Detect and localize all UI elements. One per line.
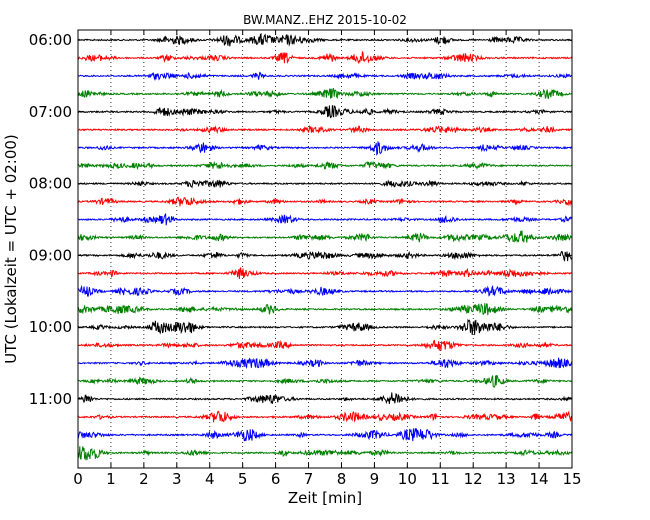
seismic-trace xyxy=(77,392,572,405)
seismic-trace xyxy=(77,410,573,423)
x-tick-label: 4 xyxy=(205,470,215,488)
y-tick-label: 07:00 xyxy=(29,103,72,121)
seismic-trace xyxy=(77,303,573,316)
seismic-trace xyxy=(77,141,573,156)
seismic-trace xyxy=(77,71,573,82)
x-tick-label: 1 xyxy=(106,470,116,488)
seismic-trace xyxy=(77,339,572,351)
x-tick-label: 7 xyxy=(304,470,314,488)
seismic-trace xyxy=(77,374,573,388)
x-tick-label: 3 xyxy=(172,470,182,488)
x-tick-label: 0 xyxy=(73,470,83,488)
seismic-trace xyxy=(77,160,573,171)
seismic-trace xyxy=(77,318,573,335)
x-tick-label: 6 xyxy=(271,470,281,488)
x-tick-label: 14 xyxy=(530,470,549,488)
x-tick-label: 15 xyxy=(562,470,581,488)
y-axis: 06:00 07:00 08:00 09:00 10:00 11:00 xyxy=(29,31,572,408)
seismic-trace xyxy=(77,250,572,262)
seismic-trace xyxy=(77,196,573,207)
y-tick-label: 10:00 xyxy=(29,318,72,336)
seismic-trace xyxy=(77,87,573,99)
y-tick-label: 09:00 xyxy=(29,246,72,264)
seismic-trace xyxy=(77,105,573,119)
chart-title: BW.MANZ..EHZ 2015-10-02 xyxy=(243,13,407,27)
plot-frame xyxy=(77,29,573,469)
seismic-trace xyxy=(77,51,573,65)
seismic-traces xyxy=(77,32,573,461)
seismic-trace xyxy=(77,213,573,226)
seismic-trace xyxy=(77,179,572,189)
seismic-trace xyxy=(77,32,573,47)
x-tick-label: 11 xyxy=(431,470,450,488)
seismic-trace xyxy=(77,446,573,461)
seismic-trace xyxy=(77,357,573,370)
x-tick-label: 2 xyxy=(139,470,149,488)
seismic-trace xyxy=(77,267,573,280)
x-axis: 0 1 2 3 4 5 6 7 8 9 10 11 12 13 14 15 xyxy=(73,30,582,488)
x-tick-label: 9 xyxy=(370,470,380,488)
y-tick-label: 06:00 xyxy=(29,31,72,49)
seismic-trace xyxy=(77,428,573,442)
seismic-trace xyxy=(77,230,573,243)
seismic-trace xyxy=(77,284,573,297)
x-tick-label: 12 xyxy=(464,470,483,488)
y-tick-label: 11:00 xyxy=(29,390,72,408)
y-tick-label: 08:00 xyxy=(29,175,72,193)
x-tick-label: 8 xyxy=(337,470,347,488)
x-tick-label: 10 xyxy=(398,470,417,488)
x-axis-label: Zeit [min] xyxy=(288,489,362,507)
x-tick-label: 5 xyxy=(238,470,248,488)
y-axis-label: UTC (Lokalzeit = UTC + 02:00) xyxy=(2,134,20,364)
x-tick-label: 13 xyxy=(497,470,516,488)
seismic-trace xyxy=(77,124,573,135)
